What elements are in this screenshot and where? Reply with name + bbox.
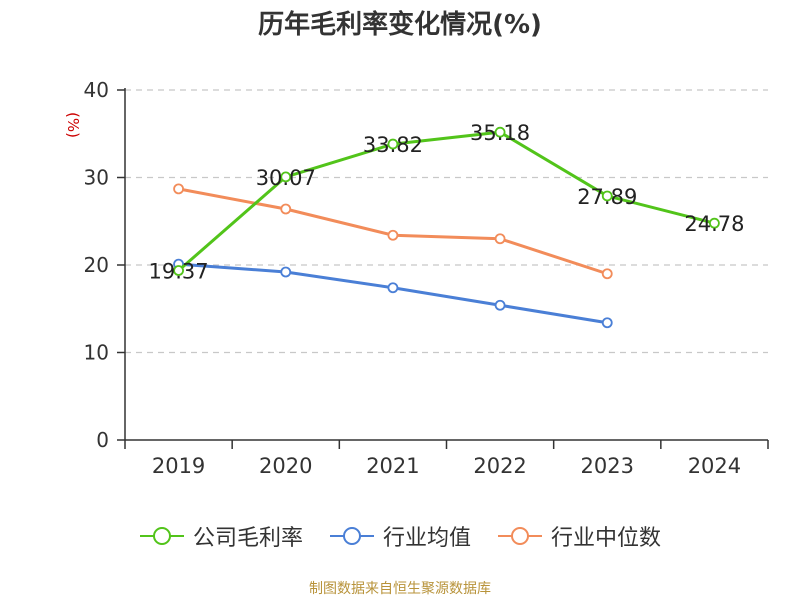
y-tick-label: 40 [84,78,109,102]
data-point [387,282,399,294]
data-point [280,171,292,183]
data-point [173,183,184,195]
legend-item-company[interactable]: 公司毛利率 [139,520,303,552]
y-axis-label: (%) [64,112,82,138]
data-point [601,190,613,202]
legend: 公司毛利率 行业均值 行业中位数 [0,518,800,554]
legend-label-industry-median: 行业中位数 [551,526,662,551]
data-point [387,138,399,150]
y-tick-label: 20 [84,253,109,277]
legend-item-industry-avg[interactable]: 行业均值 [329,520,471,552]
axes: 0 10 20 30 40 2019 2020 2021 2022 2023 2024 (%) [64,78,769,478]
data-label: 33.82 [363,133,423,157]
data-label: 30.07 [256,166,316,190]
data-point [280,203,292,215]
legend-label-company: 公司毛利率 [192,526,303,551]
data-label: 35.18 [470,121,530,145]
y-tick-label: 0 [96,428,109,452]
chart-title: 历年毛利率变化情况(%) [258,10,542,40]
gridlines [125,89,768,354]
legend-marker-industry-median [498,527,542,545]
data-label: 27.89 [577,185,637,209]
x-tick-label: 2024 [688,454,741,478]
x-tick-label: 2023 [581,454,634,478]
legend-item-industry-median[interactable]: 行业中位数 [497,520,661,552]
data-point [173,265,184,276]
data-label: 19.37 [149,260,209,284]
data-point [494,233,506,245]
source-note: 制图数据来自恒生聚源数据库 [309,581,491,597]
series-line-0 [177,130,715,272]
data-point [709,217,720,229]
series-line-1 [178,262,608,325]
data-point [280,266,292,278]
data-point [494,126,506,138]
data-point [387,229,399,241]
y-tick-label: 10 [84,341,109,365]
data-point [601,268,613,280]
legend-marker-industry-avg [329,527,374,545]
y-tick-label: 30 [84,166,109,190]
data-point [494,299,506,311]
series-lines [173,126,720,329]
legend-marker-company [139,527,184,545]
x-tick-label: 2021 [366,454,419,478]
data-label: 24.78 [684,212,744,236]
x-tick-label: 2020 [259,454,312,478]
legend-label-industry-avg: 行业均值 [382,526,471,551]
data-point [601,317,613,329]
x-tick-label: 2022 [473,454,526,478]
data-labels: 19.37 30.07 33.82 35.18 27.89 24.78 [149,121,745,283]
x-tick-label: 2019 [152,454,205,478]
